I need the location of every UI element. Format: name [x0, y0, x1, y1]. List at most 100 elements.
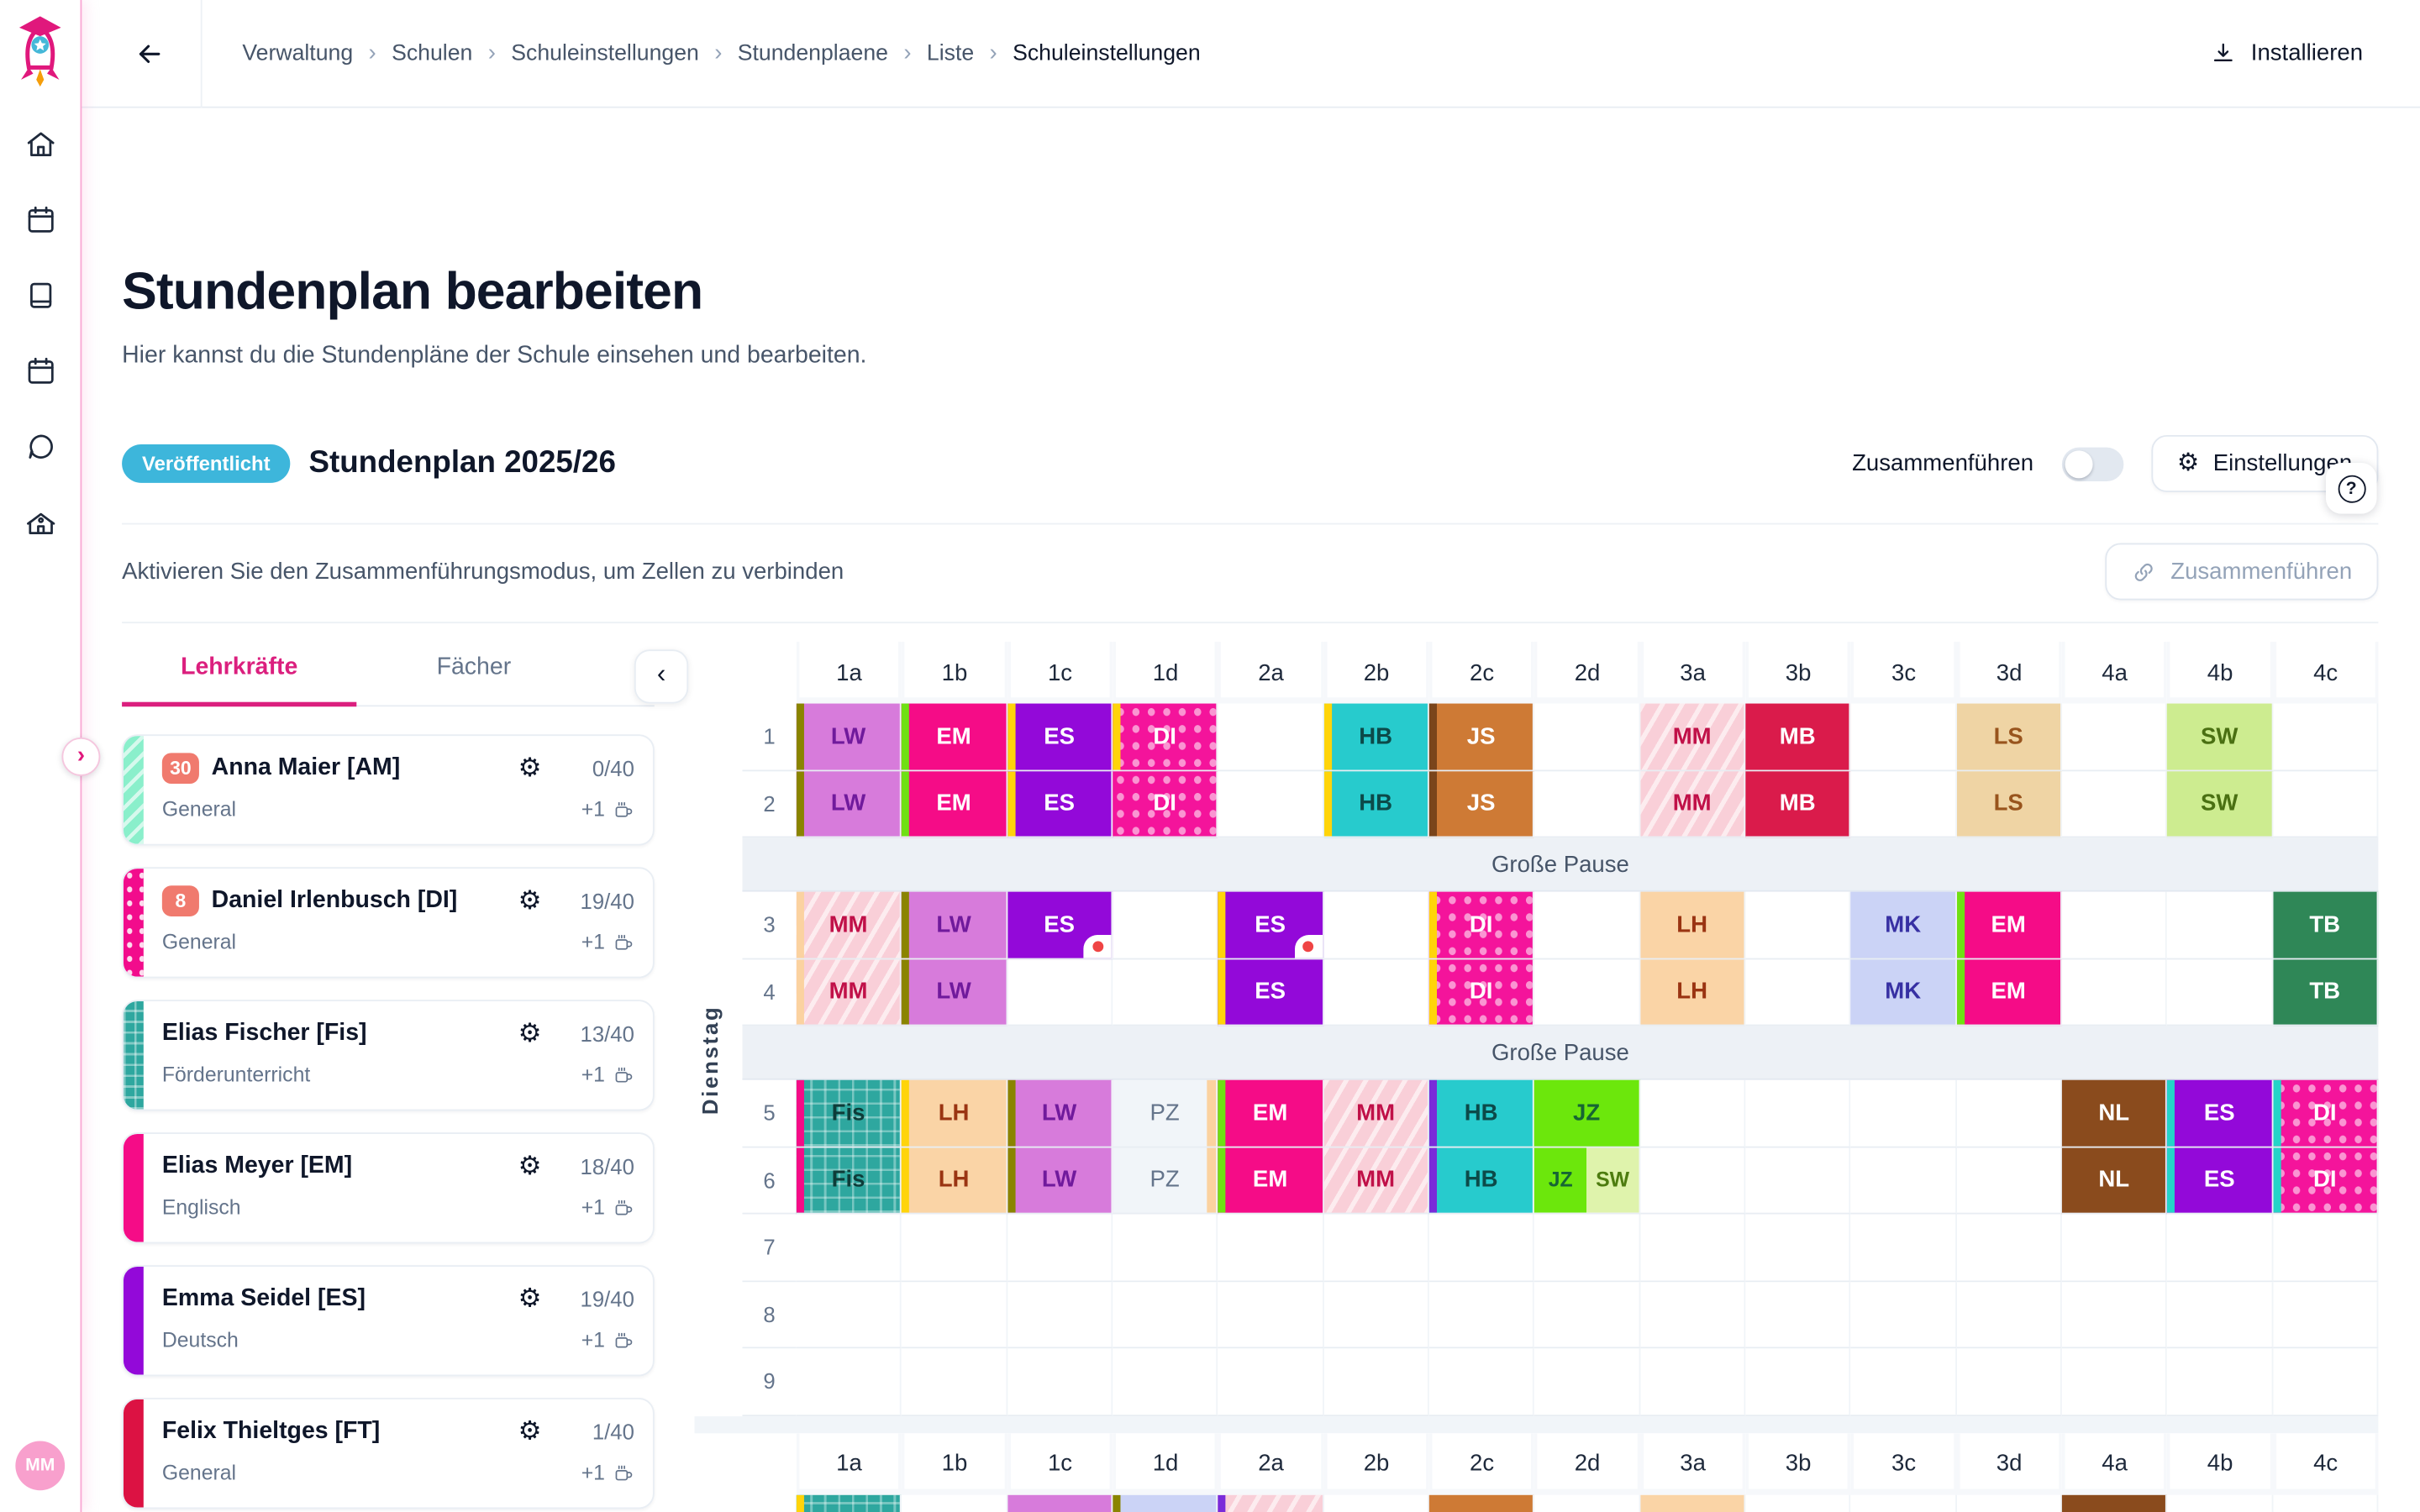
lesson-cell-2c-p1[interactable]: JS — [1428, 703, 1535, 771]
lesson-cell-3c-p4[interactable]: MK — [1850, 958, 1957, 1026]
lesson-cell-2c-p3[interactable]: DI — [1428, 891, 1535, 959]
sidebar-item-schedule[interactable] — [17, 347, 63, 393]
lesson-cell-2a-p4[interactable]: ES — [1218, 958, 1324, 1026]
breadcrumb-item[interactable]: Verwaltung — [242, 40, 354, 66]
app-logo-rocket-icon[interactable] — [13, 15, 68, 87]
empty-cell-4a-p4[interactable] — [2061, 958, 2168, 1026]
lesson-cell-1c-p1[interactable]: LW — [1007, 1494, 1113, 1512]
empty-cell-4b-p4[interactable] — [2167, 958, 2273, 1026]
lesson-cell-4b-p6[interactable]: ES — [2167, 1147, 2273, 1215]
empty-cell-2d-p1[interactable] — [1534, 1494, 1640, 1512]
empty-cell-3c-p8[interactable] — [1850, 1281, 1957, 1349]
lesson-cell-2a-p5[interactable]: EM — [1218, 1079, 1324, 1147]
empty-cell-2d-p8[interactable] — [1534, 1281, 1640, 1349]
empty-cell-2d-p7[interactable] — [1534, 1214, 1640, 1282]
teacher-card[interactable]: Elias Fischer [Fis] ⚙ 13/40 Förderunterrich… — [122, 1000, 655, 1111]
lesson-cell-1b-p1[interactable]: EM — [902, 703, 1007, 771]
empty-cell-1c-p8[interactable] — [1007, 1281, 1113, 1349]
lesson-cell-4b-p2[interactable]: SW — [2167, 770, 2273, 838]
teacher-settings-gear-icon[interactable]: ⚙ — [518, 885, 542, 916]
empty-cell-2d-p3[interactable] — [1534, 891, 1640, 959]
empty-cell-3c-p1[interactable] — [1850, 703, 1957, 771]
tab-lehrkräfte[interactable]: Lehrkräfte — [122, 642, 357, 707]
empty-cell-1b-p8[interactable] — [902, 1281, 1007, 1349]
lesson-cell-2a-p6[interactable]: EM — [1218, 1147, 1324, 1215]
empty-cell-3c-p6[interactable] — [1850, 1147, 1957, 1215]
lesson-cell-4c-p6[interactable]: DI — [2272, 1147, 2379, 1215]
lesson-cell-1b-p3[interactable]: LW — [902, 891, 1007, 959]
empty-cell-3b-p9[interactable] — [1745, 1348, 1851, 1416]
empty-cell-2c-p8[interactable] — [1428, 1281, 1535, 1349]
teacher-settings-gear-icon[interactable]: ⚙ — [518, 1151, 542, 1181]
empty-cell-4a-p8[interactable] — [2061, 1281, 2168, 1349]
empty-cell-4c-p2[interactable] — [2272, 770, 2379, 838]
empty-cell-2a-p7[interactable] — [1218, 1214, 1324, 1282]
empty-cell-4b-p9[interactable] — [2167, 1348, 2273, 1416]
lesson-cell-2b-p6[interactable]: MM — [1323, 1147, 1429, 1215]
empty-cell-1b-p9[interactable] — [902, 1348, 1007, 1416]
lesson-cell-1a-p1[interactable]: Fis — [796, 1494, 902, 1512]
lesson-cell-2b-p1[interactable]: HB — [1323, 703, 1429, 771]
lesson-cell-2b-p5[interactable]: MM — [1323, 1079, 1429, 1147]
teacher-settings-gear-icon[interactable]: ⚙ — [518, 1416, 542, 1446]
sidebar-item-book[interactable] — [17, 271, 63, 318]
teacher-settings-gear-icon[interactable]: ⚙ — [518, 753, 542, 783]
empty-cell-3a-p8[interactable] — [1639, 1281, 1746, 1349]
empty-cell-2b-p8[interactable] — [1323, 1281, 1429, 1349]
empty-cell-1d-p8[interactable] — [1113, 1281, 1218, 1349]
teacher-card[interactable]: 30 Anna Maier [AM] ⚙ 0/40 General +1 — [122, 734, 655, 846]
empty-cell-1c-p7[interactable] — [1007, 1214, 1113, 1282]
empty-cell-2a-p9[interactable] — [1218, 1348, 1324, 1416]
lesson-cell-2d-p6[interactable]: JZ SW — [1534, 1147, 1640, 1215]
sidebar-expand-button[interactable]: › — [61, 737, 101, 776]
lesson-cell-1c-p1[interactable]: ES — [1007, 703, 1113, 771]
sidebar-item-calendar[interactable] — [17, 196, 63, 242]
lesson-cell-2c-p1[interactable]: JS — [1428, 1494, 1535, 1512]
lesson-cell-1c-p3[interactable]: ES — [1007, 891, 1113, 959]
lesson-cell-3a-p4[interactable]: LH — [1639, 958, 1746, 1026]
empty-cell-1d-p4[interactable] — [1113, 958, 1218, 1026]
lesson-cell-2c-p5[interactable]: HB — [1428, 1079, 1535, 1147]
empty-cell-4a-p2[interactable] — [2061, 770, 2168, 838]
merge-toggle[interactable] — [2061, 446, 2123, 481]
lesson-cell-1a-p2[interactable]: LW — [796, 770, 902, 838]
lesson-cell-4a-p5[interactable]: NL — [2061, 1079, 2168, 1147]
empty-cell-2d-p9[interactable] — [1534, 1348, 1640, 1416]
lesson-cell-3b-p1[interactable]: MB — [1745, 703, 1851, 771]
empty-cell-3b-p4[interactable] — [1745, 958, 1851, 1026]
empty-cell-3b-p3[interactable] — [1745, 891, 1851, 959]
empty-cell-2b-p7[interactable] — [1323, 1214, 1429, 1282]
empty-cell-3d-p5[interactable] — [1956, 1079, 2062, 1147]
empty-cell-4c-p8[interactable] — [2272, 1281, 2379, 1349]
lesson-cell-3a-p3[interactable]: LH — [1639, 891, 1746, 959]
lesson-cell-3a-p1[interactable]: LH — [1639, 1494, 1746, 1512]
lesson-cell-3d-p3[interactable]: EM — [1956, 891, 2062, 959]
back-button[interactable] — [129, 33, 170, 73]
breadcrumb-item[interactable]: Schuleinstellungen — [511, 40, 699, 66]
install-button[interactable]: Installieren — [2211, 40, 2363, 66]
lesson-cell-1a-p5[interactable]: Fis — [796, 1079, 902, 1147]
teacher-card[interactable]: Felix Thieltges [FT] ⚙ 1/40 General +1 — [122, 1398, 655, 1509]
lesson-cell-1a-p6[interactable]: Fis — [796, 1147, 902, 1215]
empty-cell-2b-p9[interactable] — [1323, 1348, 1429, 1416]
empty-cell-3d-p9[interactable] — [1956, 1348, 2062, 1416]
empty-cell-3a-p5[interactable] — [1639, 1079, 1746, 1147]
lesson-cell-3a-p1[interactable]: MM — [1639, 703, 1746, 771]
teacher-settings-gear-icon[interactable]: ⚙ — [518, 1018, 542, 1048]
empty-cell-4a-p3[interactable] — [2061, 891, 2168, 959]
empty-cell-2b-p3[interactable] — [1323, 891, 1429, 959]
empty-cell-1d-p7[interactable] — [1113, 1214, 1218, 1282]
empty-cell-4c-p1[interactable] — [2272, 1494, 2379, 1512]
empty-cell-2b-p4[interactable] — [1323, 958, 1429, 1026]
empty-cell-3d-p8[interactable] — [1956, 1281, 2062, 1349]
empty-cell-2d-p1[interactable] — [1534, 703, 1640, 771]
lesson-cell-2d-p5[interactable]: JZ — [1534, 1079, 1640, 1147]
lesson-cell-2c-p4[interactable]: DI — [1428, 958, 1535, 1026]
sidebar-item-school[interactable] — [17, 498, 63, 544]
lesson-cell-1b-p6[interactable]: LH — [902, 1147, 1007, 1215]
empty-cell-2a-p2[interactable] — [1218, 770, 1324, 838]
empty-cell-2b-p1[interactable] — [1323, 1494, 1429, 1512]
lesson-cell-3a-p2[interactable]: MM — [1639, 770, 1746, 838]
lesson-cell-1d-p6[interactable]: PZ — [1113, 1147, 1218, 1215]
lesson-cell-1c-p2[interactable]: ES — [1007, 770, 1113, 838]
